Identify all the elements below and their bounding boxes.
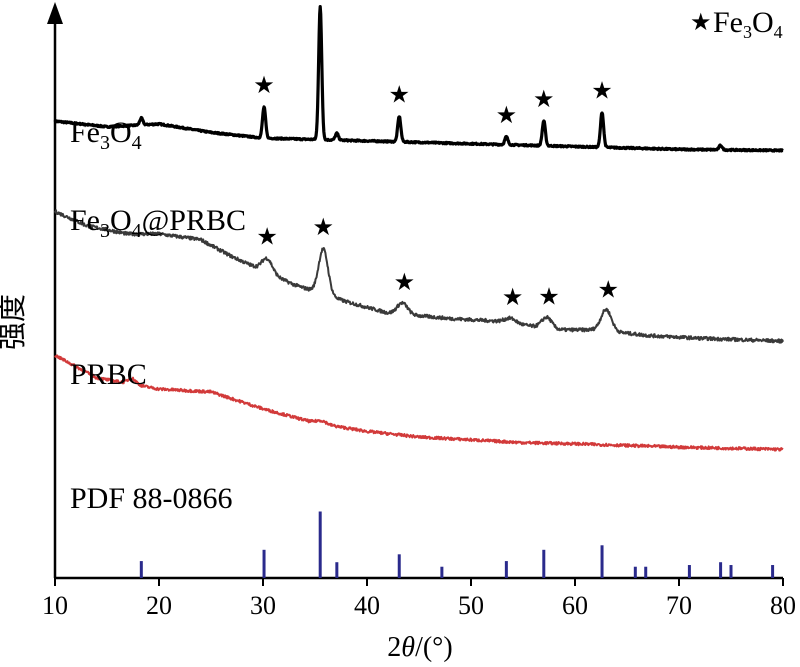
peak-star-icon: ★ (538, 285, 560, 311)
series-line-prbc (54, 354, 784, 452)
series-label-fe3o4: Fe3O4 (70, 116, 142, 154)
peak-star-icon: ★ (533, 87, 555, 113)
peak-star-icon: ★ (598, 277, 620, 303)
peak-star-icon: ★ (388, 82, 410, 108)
y-axis-title: 强度 (0, 294, 29, 350)
peak-star-icon: ★ (313, 215, 335, 241)
x-tick-label: 10 (42, 591, 68, 620)
series-label-prbc: PRBC (70, 358, 147, 391)
series-label-composite: Fe3O4@PRBC (70, 204, 246, 242)
legend: ★ Fe3O4 (690, 6, 783, 42)
x-tick-label: 80 (770, 591, 796, 620)
peak-star-icon: ★ (496, 103, 518, 129)
reference-bars (139, 511, 775, 578)
peak-star-icon: ★ (502, 285, 524, 311)
reference-label: PDF 88-0866 (70, 482, 233, 515)
peak-star-icon: ★ (256, 224, 278, 250)
peak-stars: ★★★★★★★★★★★★ (253, 73, 620, 311)
x-axis-title: 2θ/(°) (387, 632, 452, 663)
legend-label: Fe3O4 (713, 6, 783, 42)
x-tick-label: 50 (458, 591, 484, 620)
peak-star-icon: ★ (394, 270, 416, 296)
series-line-composite (54, 209, 784, 344)
x-tick-label: 60 (562, 591, 588, 620)
x-ticks: 10 20 30 40 50 60 70 80 (42, 578, 796, 620)
x-tick-label: 40 (354, 591, 380, 620)
peak-star-icon: ★ (253, 73, 275, 99)
series-lines (53, 4, 785, 452)
peak-star-icon: ★ (591, 78, 613, 104)
y-axis-arrow (47, 2, 63, 24)
series-line-fe3o4 (53, 4, 785, 153)
x-tick-label: 20 (146, 591, 172, 620)
legend-star-icon: ★ (690, 10, 712, 36)
x-tick-label: 70 (666, 591, 692, 620)
x-tick-label: 30 (250, 591, 276, 620)
